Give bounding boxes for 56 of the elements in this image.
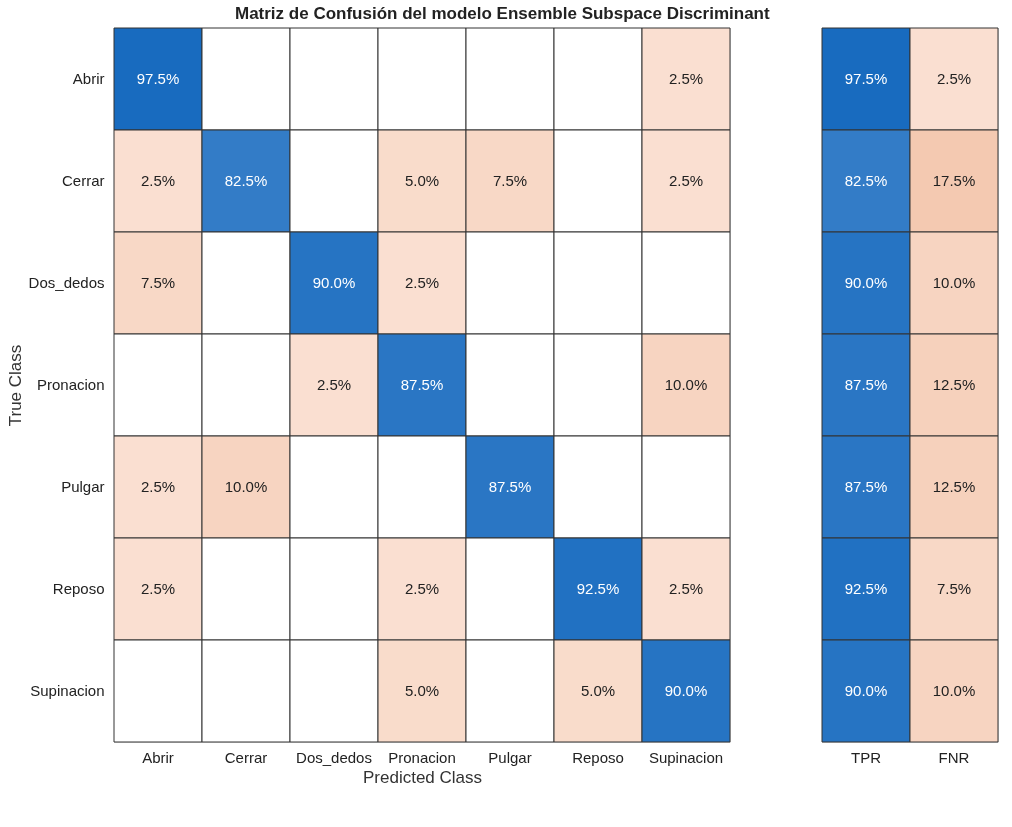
data-label: 97.5% (844, 70, 888, 87)
data-label: 7.5% (140, 274, 176, 291)
data-label: 2.5% (404, 580, 440, 597)
y-tick-label: Dos_dedos (28, 274, 105, 291)
data-label: 10.0% (932, 682, 976, 699)
x-tick-label: Pronacion (388, 748, 456, 766)
y-tick-label: Pronacion (36, 376, 105, 393)
chart-title: Matriz de Confusión del modelo Ensemble Subspace Discriminant (234, 4, 770, 23)
data-label: 12.5% (932, 376, 976, 393)
data-label: 2.5% (668, 580, 704, 597)
data-label: 87.5% (400, 376, 444, 393)
y-axis-title: True Class (5, 344, 25, 427)
x-tick-label: Supinacion (648, 748, 724, 766)
data-label: 2.5% (404, 274, 440, 291)
data-label: 5.0% (580, 682, 616, 699)
x-tick-label: Abrir (142, 748, 174, 766)
data-label: 2.5% (936, 70, 972, 87)
x-tick-label: Cerrar (224, 748, 268, 766)
y-tick-label: Abrir (72, 70, 105, 87)
y-tick-label: Cerrar (61, 172, 105, 189)
x-axis-title: Predicted Class (362, 767, 483, 787)
y-tick-label: Supinacion (30, 682, 105, 699)
x-tick-label: TPR (851, 748, 882, 766)
data-label: 10.0% (224, 478, 268, 495)
data-label: 90.0% (664, 682, 708, 699)
y-tick-label: Reposo (52, 580, 105, 597)
y-tick-label: Pulgar (61, 478, 105, 495)
data-label: 87.5% (844, 478, 888, 495)
data-label: 5.0% (404, 172, 440, 189)
x-tick-label: Reposo (572, 748, 624, 766)
data-label: 2.5% (140, 172, 176, 189)
data-label: 17.5% (932, 172, 976, 189)
data-label: 7.5% (936, 580, 972, 597)
data-label: 90.0% (844, 274, 888, 291)
data-label: 2.5% (668, 70, 704, 87)
data-label: 12.5% (932, 478, 976, 495)
data-label: 7.5% (492, 172, 528, 189)
x-tick-label: FNR (938, 748, 970, 766)
data-label: 82.5% (224, 172, 268, 189)
x-tick-label: Pulgar (488, 748, 532, 766)
data-label: 5.0% (404, 682, 440, 699)
data-label: 2.5% (668, 172, 704, 189)
data-label: 90.0% (312, 274, 356, 291)
data-label: 90.0% (844, 682, 888, 699)
data-label: 2.5% (140, 580, 176, 597)
data-label: 2.5% (316, 376, 352, 393)
data-label: 92.5% (576, 580, 620, 597)
data-label: 82.5% (844, 172, 888, 189)
data-label: 87.5% (488, 478, 532, 495)
data-label: 10.0% (932, 274, 976, 291)
data-label: 10.0% (664, 376, 708, 393)
data-label: 97.5% (136, 70, 180, 87)
x-tick-label: Dos_dedos (296, 748, 372, 766)
data-label: 87.5% (844, 376, 888, 393)
data-label: 2.5% (140, 478, 176, 495)
data-label: 92.5% (844, 580, 888, 597)
